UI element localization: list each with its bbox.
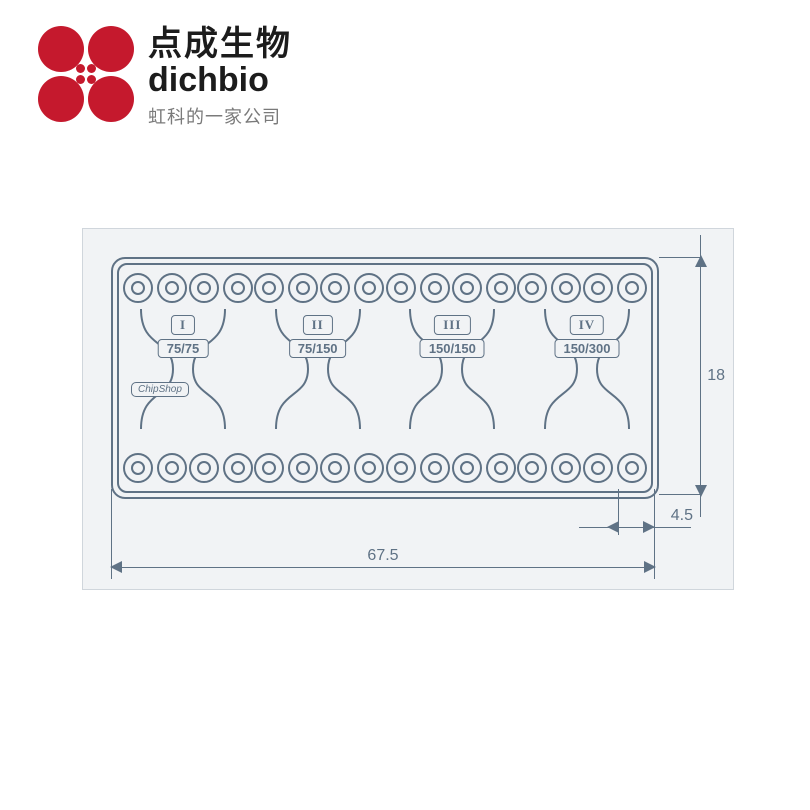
port-icon xyxy=(320,273,350,303)
channel-roman-label: IV xyxy=(570,315,604,335)
port-pair xyxy=(583,271,647,305)
port-pair xyxy=(254,451,318,485)
port-icon xyxy=(452,453,482,483)
port-icon xyxy=(420,453,450,483)
port-pair xyxy=(386,451,450,485)
dimension-pitch-value: 4.5 xyxy=(667,507,697,525)
port-pair xyxy=(254,271,318,305)
port-icon xyxy=(123,273,153,303)
port-icon xyxy=(617,453,647,483)
channel-ratio-label: 150/150 xyxy=(420,339,485,358)
port-icon xyxy=(386,273,416,303)
port-pair xyxy=(517,271,581,305)
dim-arrow-icon xyxy=(644,561,656,573)
dim-arrow-icon xyxy=(607,521,619,533)
port-row-top xyxy=(123,271,647,305)
port-pair xyxy=(517,451,581,485)
port-pair xyxy=(189,271,253,305)
dim-line xyxy=(579,527,691,528)
dim-arrow-icon xyxy=(110,561,122,573)
dimension-height: 18 xyxy=(665,257,721,495)
channel-ratio-label: 150/300 xyxy=(554,339,619,358)
port-icon xyxy=(354,453,384,483)
port-pair xyxy=(386,271,450,305)
brand-name-cn: 点成生物 xyxy=(148,26,292,63)
port-pair xyxy=(189,451,253,485)
dim-bar xyxy=(700,235,701,517)
port-icon xyxy=(157,453,187,483)
port-icon xyxy=(486,273,516,303)
chip-outline: I 75/75 II 75/150 III 150/150 IV 150/300 ChipSh… xyxy=(111,257,659,499)
port-icon xyxy=(551,453,581,483)
port-icon xyxy=(288,273,318,303)
port-pair xyxy=(452,451,516,485)
port-icon xyxy=(517,453,547,483)
channel-block: III 150/150 xyxy=(392,309,512,447)
diagram-frame: I 75/75 II 75/150 III 150/150 IV 150/300 ChipSh… xyxy=(82,228,734,590)
port-icon xyxy=(617,273,647,303)
brand-name-en: dichbio xyxy=(148,63,292,99)
channel-roman-label: III xyxy=(434,315,470,335)
port-pair xyxy=(320,451,384,485)
port-icon xyxy=(254,273,284,303)
chip-brand-box: ChipShop xyxy=(131,382,189,397)
port-icon xyxy=(517,273,547,303)
port-icon xyxy=(354,273,384,303)
port-pair xyxy=(452,271,516,305)
port-pair xyxy=(123,451,187,485)
brand-logo: 点成生物 dichbio 虹科的一家公司 xyxy=(38,26,292,129)
channel-ratio-label: 75/75 xyxy=(158,339,209,358)
dim-line xyxy=(111,567,655,568)
port-icon xyxy=(452,273,482,303)
dim-arrow-icon xyxy=(643,521,655,533)
port-icon xyxy=(254,453,284,483)
dim-arrow-icon xyxy=(695,485,707,497)
dimension-width-value: 67.5 xyxy=(363,547,402,565)
port-icon xyxy=(486,453,516,483)
port-icon xyxy=(123,453,153,483)
channel-block: II 75/150 xyxy=(258,309,378,447)
dimension-bottom-group: 4.5 67.5 xyxy=(111,501,655,581)
channel-block: IV 150/300 xyxy=(527,309,647,447)
port-row-bottom xyxy=(123,451,647,485)
brand-logo-mark xyxy=(38,26,134,122)
port-icon xyxy=(551,273,581,303)
port-icon xyxy=(583,273,613,303)
port-icon xyxy=(320,453,350,483)
channel-block: I 75/75 xyxy=(123,309,243,447)
dimension-height-value: 18 xyxy=(707,367,725,385)
diagram-inner: I 75/75 II 75/150 III 150/150 IV 150/300 ChipSh… xyxy=(111,257,655,495)
port-icon xyxy=(386,453,416,483)
port-icon xyxy=(223,273,253,303)
port-icon xyxy=(189,273,219,303)
channel-zone: I 75/75 II 75/150 III 150/150 IV 150/300 xyxy=(123,309,647,447)
channel-roman-label: I xyxy=(171,315,195,335)
port-icon xyxy=(189,453,219,483)
port-pair xyxy=(583,451,647,485)
port-icon xyxy=(288,453,318,483)
brand-logo-text: 点成生物 dichbio 虹科的一家公司 xyxy=(148,26,292,129)
port-icon xyxy=(583,453,613,483)
port-pair xyxy=(123,271,187,305)
port-icon xyxy=(223,453,253,483)
brand-subtitle: 虹科的一家公司 xyxy=(148,103,292,129)
port-icon xyxy=(157,273,187,303)
dim-arrow-icon xyxy=(695,255,707,267)
port-pair xyxy=(320,271,384,305)
port-icon xyxy=(420,273,450,303)
channel-ratio-label: 75/150 xyxy=(289,339,347,358)
channel-roman-label: II xyxy=(303,315,333,335)
